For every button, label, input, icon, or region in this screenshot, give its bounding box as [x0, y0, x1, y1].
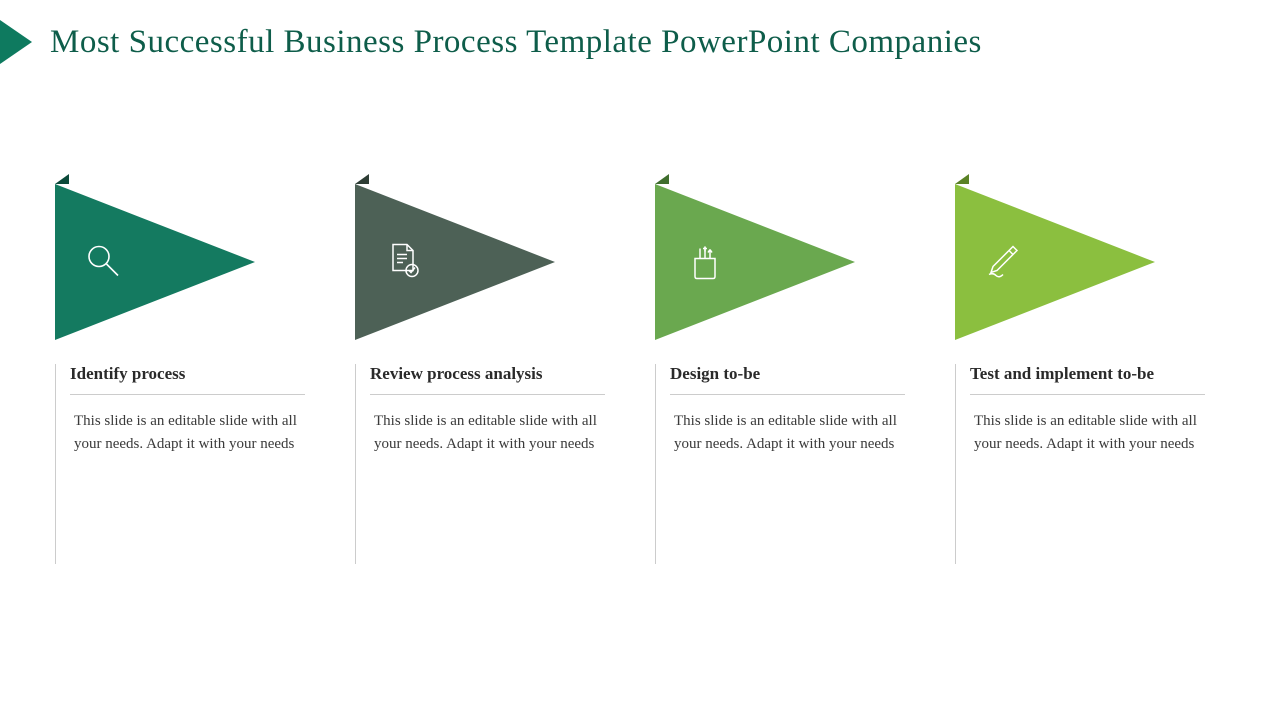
text-block-2: Review process analysis This slide is an…	[355, 364, 625, 564]
text-block-1: Identify process This slide is an editab…	[55, 364, 325, 564]
step-2: Review process analysis This slide is an…	[355, 184, 625, 564]
page-title: Most Successful Business Process Templat…	[50, 24, 982, 61]
document-icon	[383, 241, 425, 288]
step-title-4: Test and implement to-be	[970, 364, 1205, 395]
step-desc-4: This slide is an editable slide with all…	[970, 410, 1205, 457]
fold-3	[655, 174, 669, 184]
text-block-3: Design to-be This slide is an editable s…	[655, 364, 925, 564]
pen-icon	[983, 241, 1025, 288]
step-title-1: Identify process	[70, 364, 305, 395]
arrow-shape-1	[55, 184, 325, 344]
arrow-shape-4	[955, 184, 1225, 344]
arrow-shape-2	[355, 184, 625, 344]
text-block-4: Test and implement to-be This slide is a…	[955, 364, 1225, 564]
step-1: Identify process This slide is an editab…	[55, 184, 325, 564]
fold-1	[55, 174, 69, 184]
step-3: Design to-be This slide is an editable s…	[655, 184, 925, 564]
fold-2	[355, 174, 369, 184]
title-arrow-icon	[0, 20, 32, 64]
step-title-2: Review process analysis	[370, 364, 605, 395]
tools-icon	[683, 241, 725, 288]
step-desc-3: This slide is an editable slide with all…	[670, 410, 905, 457]
title-row: Most Successful Business Process Templat…	[0, 0, 1280, 64]
step-title-3: Design to-be	[670, 364, 905, 395]
step-desc-2: This slide is an editable slide with all…	[370, 410, 605, 457]
step-desc-1: This slide is an editable slide with all…	[70, 410, 305, 457]
search-icon	[83, 241, 125, 288]
fold-4	[955, 174, 969, 184]
step-4: Test and implement to-be This slide is a…	[955, 184, 1225, 564]
steps-container: Identify process This slide is an editab…	[0, 64, 1280, 564]
arrow-shape-3	[655, 184, 925, 344]
